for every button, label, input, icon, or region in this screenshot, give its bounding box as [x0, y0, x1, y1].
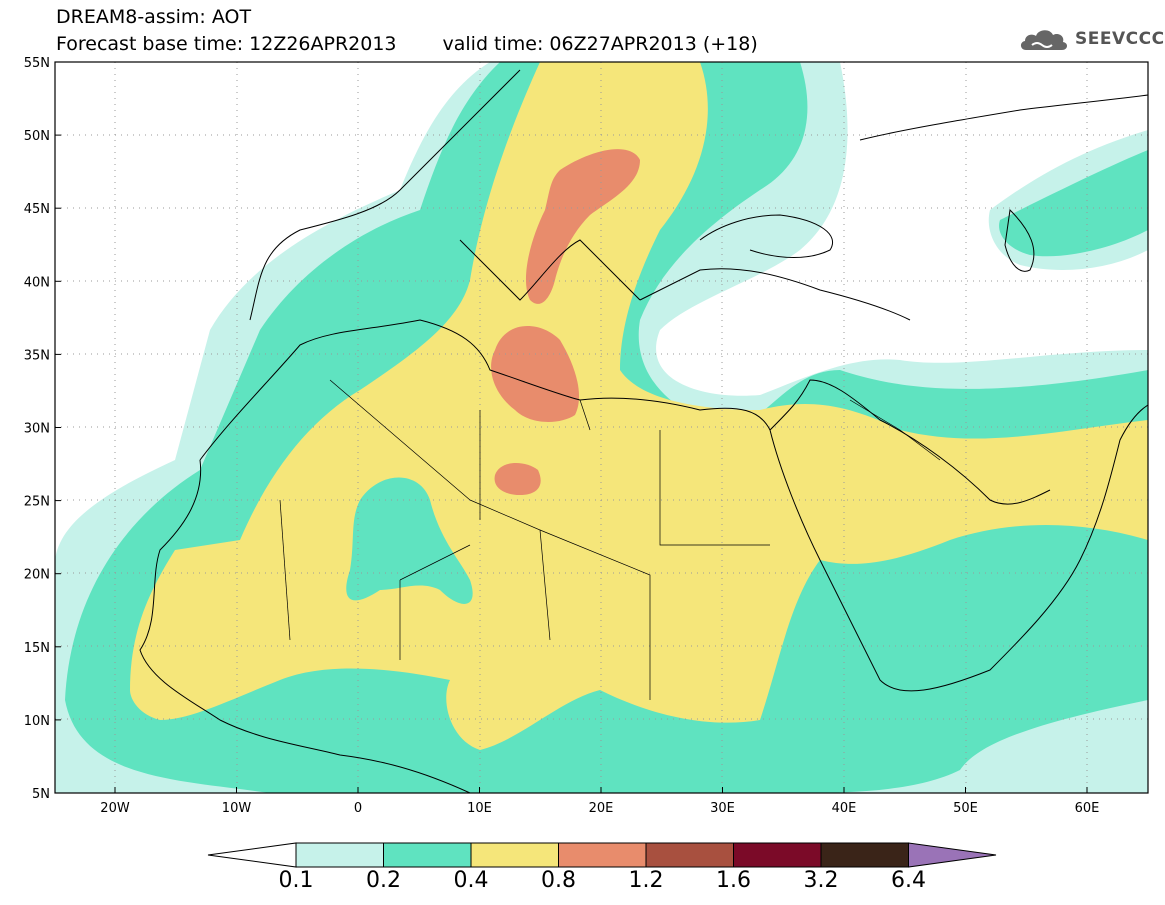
- aot-level-0.2-caspian: [999, 150, 1148, 257]
- colorbar-swatch: [470, 842, 559, 868]
- map-title: DREAM8-assim: AOT: [56, 6, 252, 28]
- lon-label: 40E: [832, 801, 857, 816]
- colorbar-swatch: [645, 842, 734, 868]
- colorbar-swatch: [295, 842, 384, 868]
- colorbar-under-arrow: [207, 842, 297, 868]
- colorbar-label: 3.2: [803, 868, 839, 893]
- forecast-times: Forecast base time: 12Z26APR2013 valid ti…: [56, 33, 758, 55]
- longitude-labels: 20W 10W 0 10E 20E 30E 40E 50E 60E: [100, 787, 1099, 816]
- lat-label: 30N: [24, 422, 50, 437]
- colorbar-label: 0.8: [541, 868, 576, 893]
- colorbar-label: 0.4: [453, 868, 489, 893]
- lon-label: 20E: [589, 801, 614, 816]
- colorbar-swatch: [558, 842, 647, 868]
- lat-label: 50N: [24, 129, 50, 144]
- logo-text: SEEVCCC: [1075, 29, 1165, 49]
- graticule: [55, 62, 1148, 793]
- aot-level-0.8-libya: [491, 326, 580, 422]
- aot-field: [55, 62, 1148, 793]
- aot-level-0.2-sahara: [346, 477, 473, 604]
- colorbar-label: 1.2: [628, 868, 664, 893]
- lon-label: 30E: [710, 801, 735, 816]
- colorbar-swatch: [733, 842, 822, 868]
- lon-label: 10E: [467, 801, 492, 816]
- lon-label: 60E: [1075, 801, 1100, 816]
- lon-label: 0: [354, 801, 362, 816]
- cloud-logo-icon: [1020, 30, 1068, 50]
- lat-label: 55N: [24, 56, 50, 71]
- lat-label: 45N: [24, 202, 50, 217]
- valid-time: valid time: 06Z27APR2013 (+18): [442, 33, 758, 55]
- colorbar-label: 0.2: [366, 868, 401, 893]
- lat-label: 10N: [24, 714, 50, 729]
- seevccc-logo: SEEVCCC: [1018, 26, 1164, 54]
- aot-level-0.8-balkans: [525, 149, 640, 304]
- lat-label: 5N: [32, 787, 50, 802]
- colorbar: [207, 842, 997, 868]
- colorbar-swatch: [820, 842, 909, 868]
- lat-label: 20N: [24, 568, 50, 583]
- latitude-labels: 55N 50N 45N 40N 35N 30N 25N 20N 15N 10N 5N: [24, 56, 61, 802]
- lon-label: 20W: [100, 801, 130, 816]
- colorbar-swatch: [383, 842, 472, 868]
- lat-label: 25N: [24, 495, 50, 510]
- lat-label: 35N: [24, 348, 50, 363]
- colorbar-label: 0.1: [278, 868, 314, 893]
- colorbar-label: 1.6: [716, 868, 751, 893]
- lat-label: 40N: [24, 275, 50, 290]
- colorbar-over-arrow: [908, 842, 997, 868]
- borders: [279, 379, 941, 700]
- base-time: Forecast base time: 12Z26APR2013: [56, 33, 397, 55]
- lon-label: 10W: [222, 801, 252, 816]
- coastlines: [139, 69, 1148, 793]
- colorbar-label: 6.4: [891, 868, 926, 893]
- lon-label: 50E: [953, 801, 978, 816]
- lat-label: 15N: [24, 641, 50, 656]
- aot-level-0.8-chad: [494, 463, 541, 495]
